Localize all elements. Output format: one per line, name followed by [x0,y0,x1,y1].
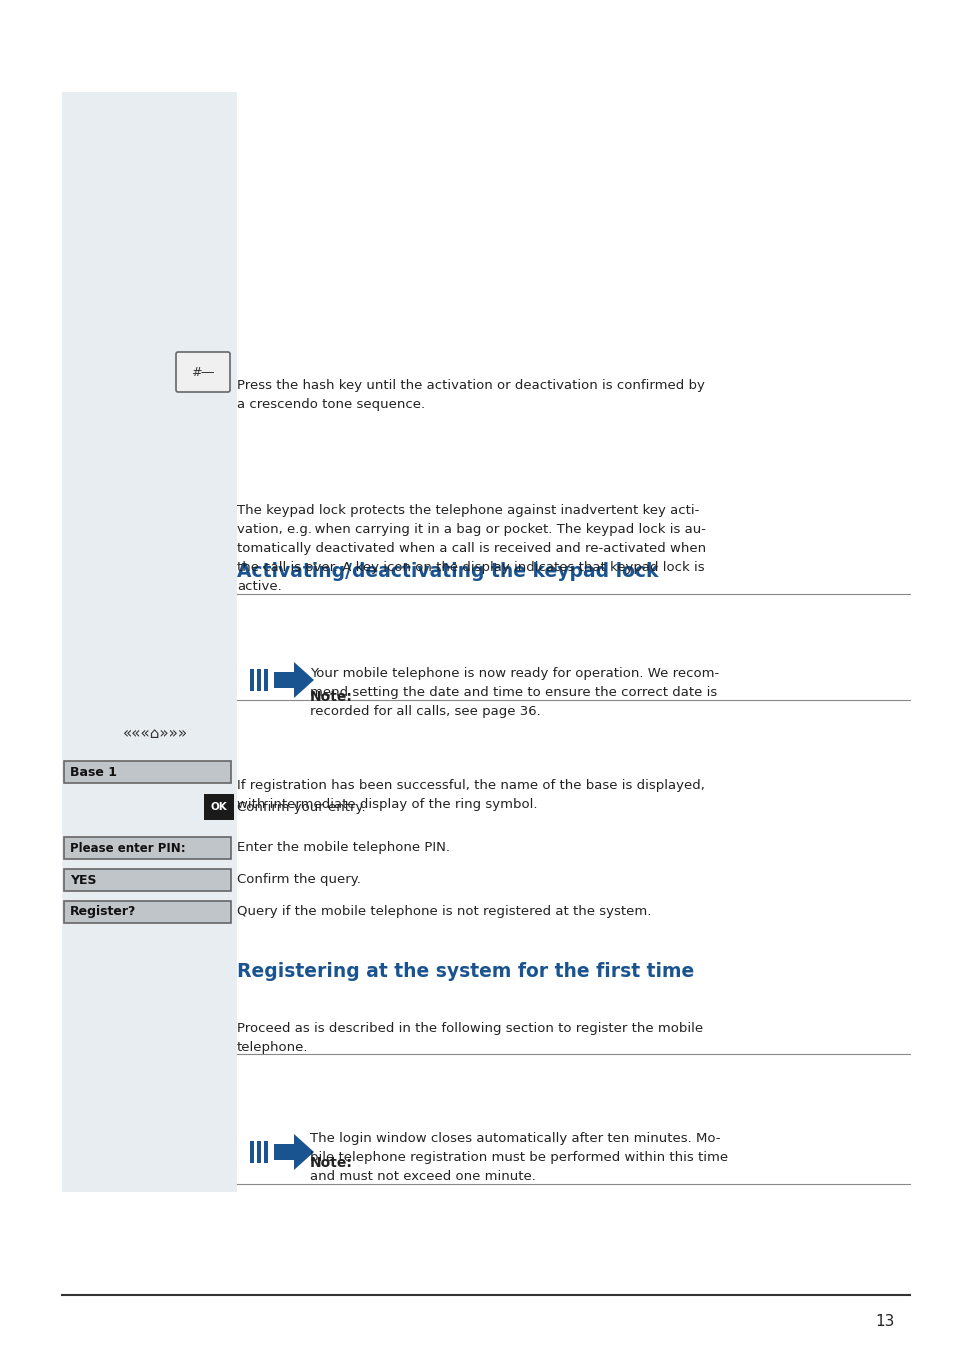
Text: Proceed as is described in the following section to register the mobile
telephon: Proceed as is described in the following… [236,1022,702,1055]
Text: #―: #― [192,365,214,379]
Bar [264,1141,268,1163]
Bar [64,869,231,891]
Text: Note:: Note: [310,1156,353,1169]
Text: Register?: Register? [70,906,136,918]
Bar [256,1141,261,1163]
Text: 13: 13 [875,1314,894,1329]
Bar [64,837,231,859]
Text: YES: YES [70,873,96,887]
Polygon shape [294,1134,314,1169]
Text: Note:: Note: [310,690,353,704]
Text: The login window closes automatically after ten minutes. Mo-
bile telephone regi: The login window closes automatically af… [310,1132,727,1183]
Text: Query if the mobile telephone is not registered at the system.: Query if the mobile telephone is not reg… [236,906,651,918]
Bar [204,794,233,821]
Bar [256,669,261,691]
FancyBboxPatch shape [175,352,230,392]
Bar [264,669,268,691]
Text: Enter the mobile telephone PIN.: Enter the mobile telephone PIN. [236,841,450,854]
Text: Confirm the query.: Confirm the query. [236,873,360,887]
Text: The keypad lock protects the telephone against inadvertent key acti-
vation, e.g: The keypad lock protects the telephone a… [236,504,705,594]
Text: Confirm your entry.: Confirm your entry. [236,800,365,814]
Bar [62,92,236,1192]
Bar [274,1144,294,1160]
Bar [250,1141,253,1163]
Text: Base 1: Base 1 [70,765,117,779]
Bar [64,761,231,783]
Text: Activating/deactivating the keypad lock: Activating/deactivating the keypad lock [236,562,658,581]
Bar [274,672,294,688]
Polygon shape [294,662,314,698]
Bar [64,900,231,923]
Text: If registration has been successful, the name of the base is displayed,
with int: If registration has been successful, the… [236,779,704,811]
Text: Your mobile telephone is now ready for operation. We recom-
mend setting the dat: Your mobile telephone is now ready for o… [310,667,719,718]
Text: OK: OK [211,802,227,813]
Text: «««⌂»»»: «««⌂»»» [122,726,188,741]
Text: Please enter PIN:: Please enter PIN: [70,841,186,854]
Text: Registering at the system for the first time: Registering at the system for the first … [236,963,694,982]
Text: Press the hash key until the activation or deactivation is confirmed by
a cresce: Press the hash key until the activation … [236,379,704,411]
Bar [250,669,253,691]
